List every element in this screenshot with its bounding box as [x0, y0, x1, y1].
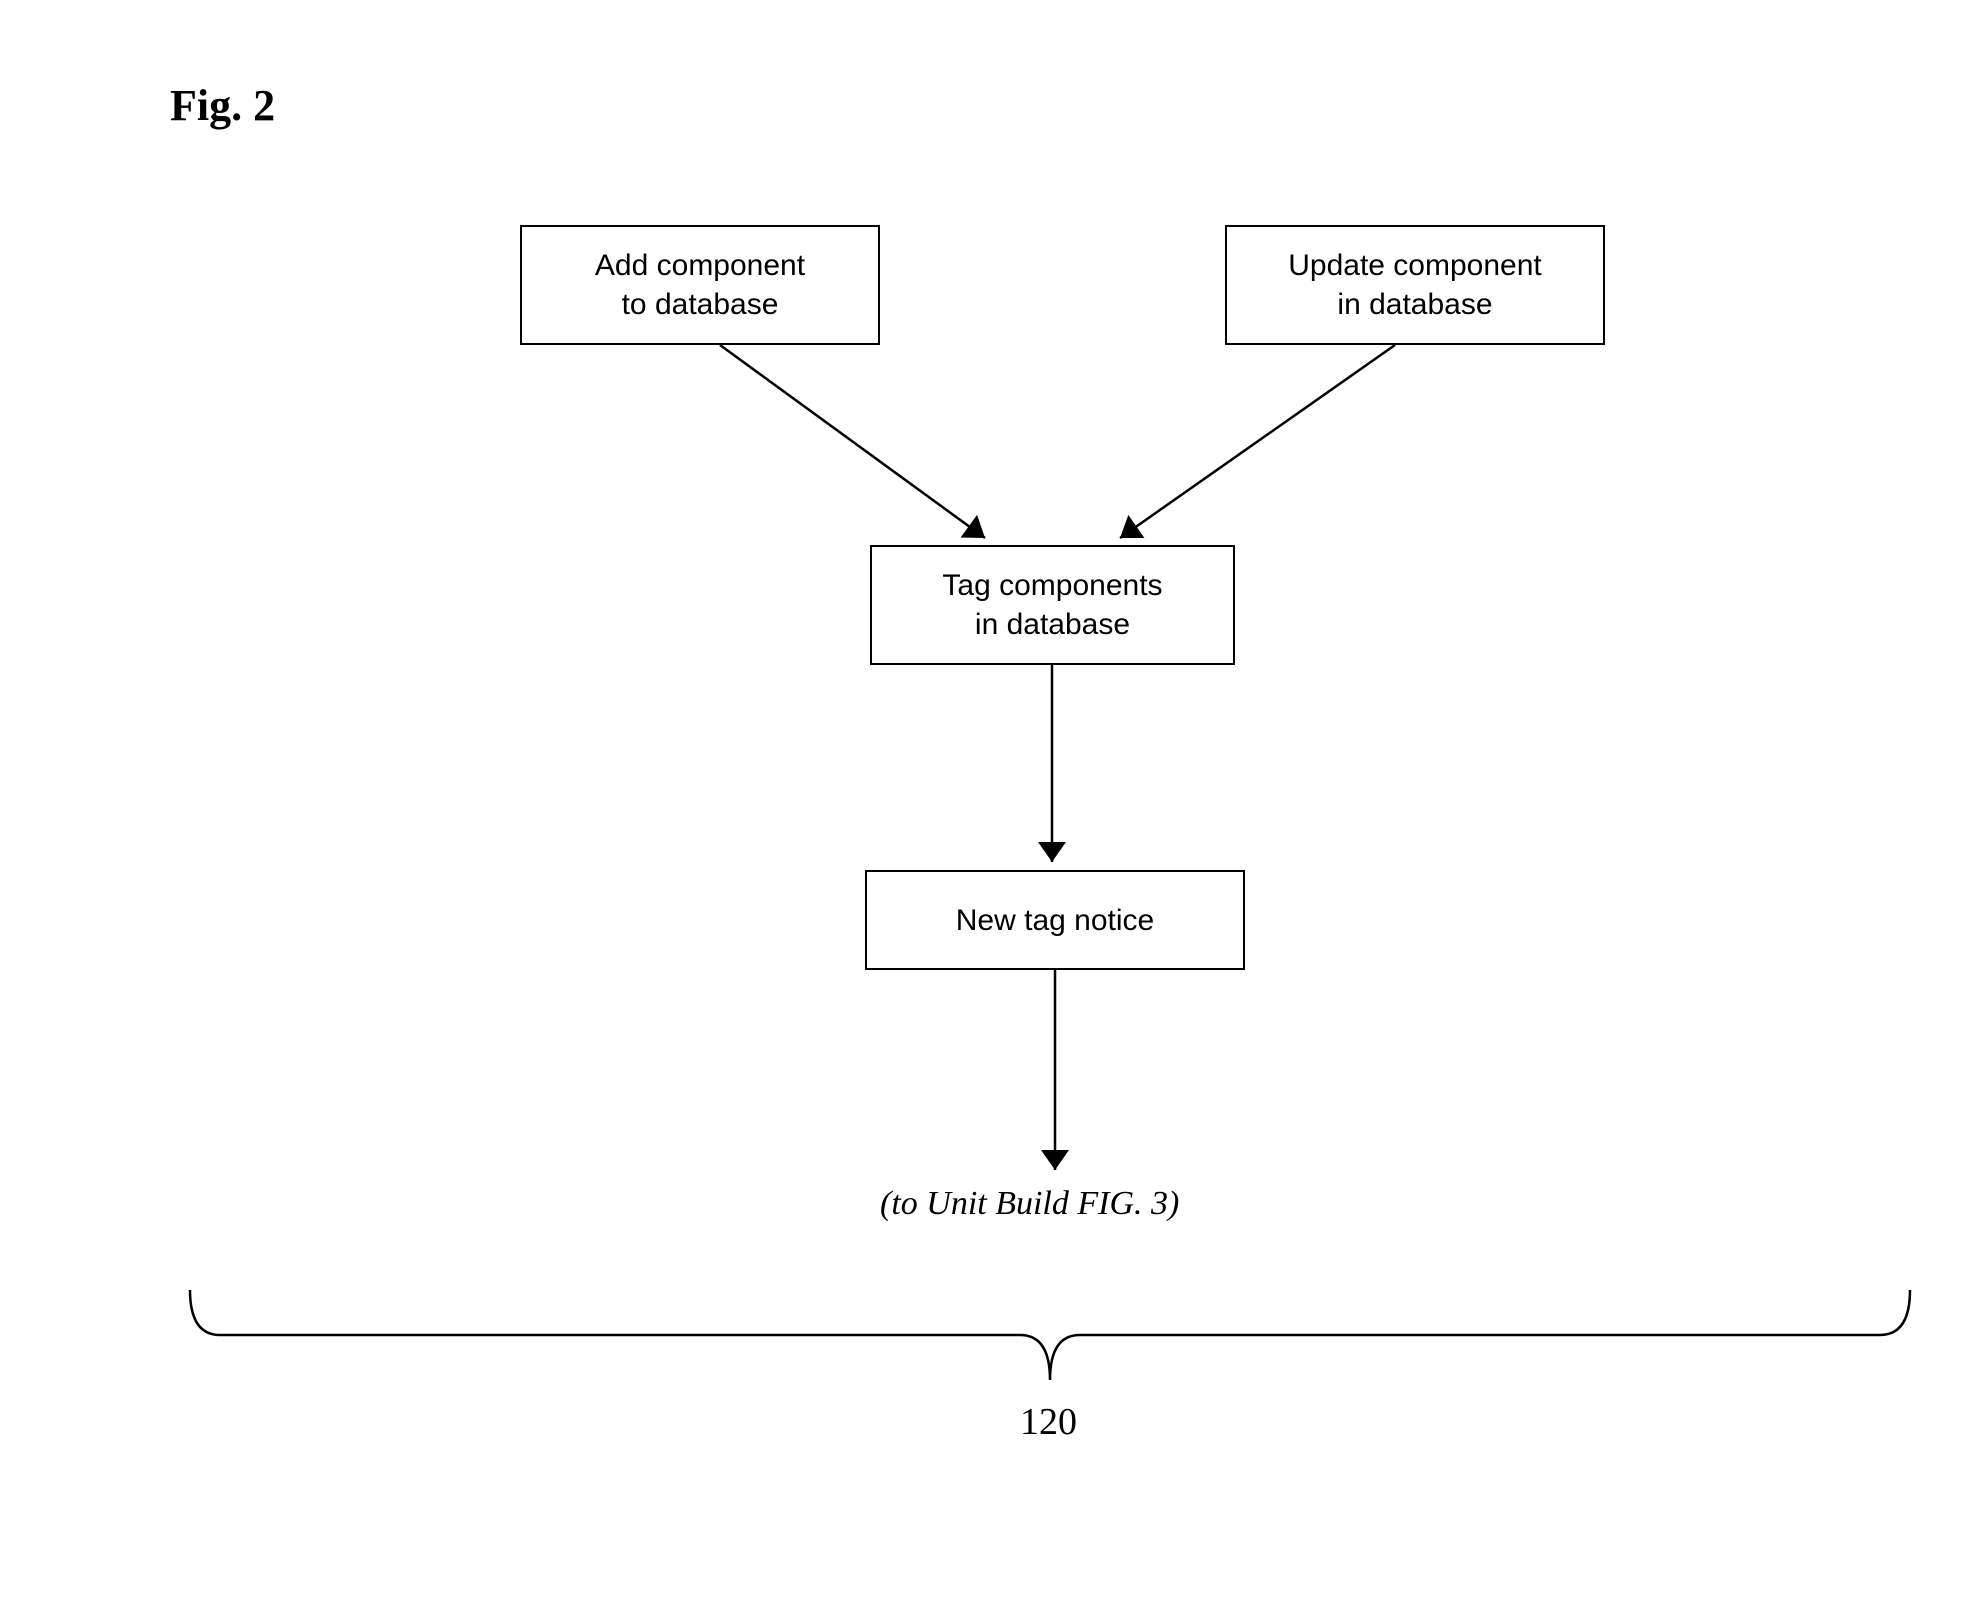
reference-label: (to Unit Build FIG. 3)	[880, 1185, 1179, 1223]
node-new-tag-notice: New tag notice	[865, 870, 1245, 970]
node-add-component: Add componentto database	[520, 225, 880, 345]
node-tag-components: Tag componentsin database	[870, 545, 1235, 665]
node-update-component: Update componentin database	[1225, 225, 1605, 345]
reference-numeral: 120	[1020, 1400, 1077, 1444]
flowchart-svg	[0, 0, 1985, 1599]
figure-label: Fig. 2	[170, 80, 275, 131]
